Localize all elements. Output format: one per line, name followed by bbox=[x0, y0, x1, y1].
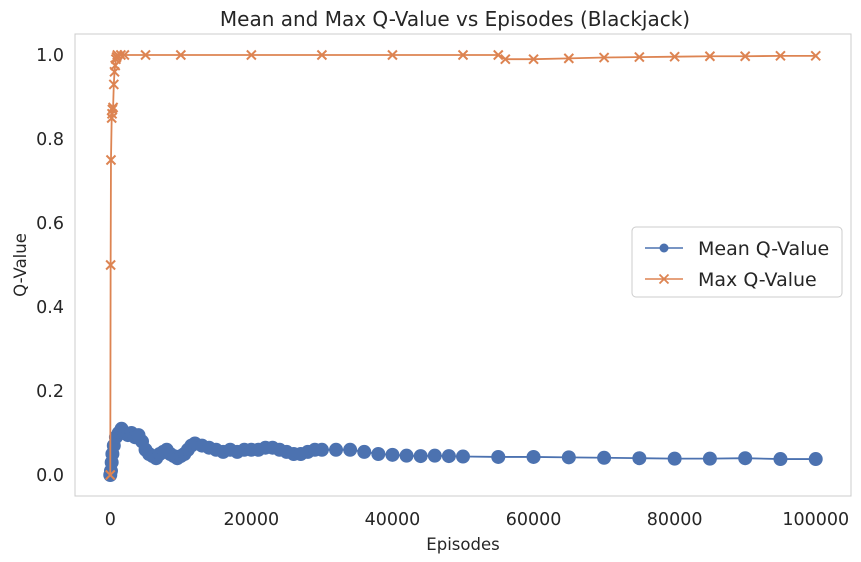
data-point bbox=[667, 451, 682, 466]
data-point bbox=[107, 102, 119, 113]
x-tick-label: 20000 bbox=[224, 510, 280, 530]
data-point bbox=[808, 452, 823, 467]
data-point bbox=[598, 52, 610, 63]
data-point bbox=[105, 259, 116, 271]
chart-title: Mean and Max Q-Value vs Episodes (Blackj… bbox=[220, 7, 690, 31]
data-point bbox=[775, 50, 786, 62]
x-axis-label: Episodes bbox=[426, 535, 499, 554]
data-point bbox=[175, 49, 187, 61]
data-point bbox=[493, 49, 504, 61]
legend-box bbox=[631, 226, 843, 298]
data-point bbox=[246, 49, 257, 61]
data-point bbox=[500, 53, 511, 65]
plot-area bbox=[74, 33, 852, 497]
legend-marker-mean bbox=[659, 243, 669, 253]
data-point bbox=[329, 442, 344, 457]
data-point bbox=[702, 451, 717, 466]
data-point bbox=[427, 448, 442, 463]
data-point bbox=[669, 51, 680, 62]
series-layer bbox=[103, 49, 823, 482]
data-point bbox=[314, 442, 329, 457]
y-tick-label: 0.4 bbox=[36, 298, 64, 318]
x-tick-label: 100000 bbox=[782, 510, 849, 530]
data-point bbox=[119, 49, 130, 61]
data-point bbox=[105, 154, 117, 166]
legend-marker-max bbox=[658, 273, 670, 285]
y-axis-label: Q-Value bbox=[11, 233, 30, 297]
data-point bbox=[491, 449, 506, 464]
y-tick-label: 0.6 bbox=[36, 214, 64, 234]
y-tick-label: 0.8 bbox=[36, 130, 64, 150]
y-tick-label: 0.0 bbox=[36, 466, 64, 486]
data-point bbox=[704, 51, 716, 62]
x-axis-ticks: 0 20000 40000 60000 80000 100000 bbox=[105, 510, 849, 530]
legend-label-mean: Mean Q-Value bbox=[698, 238, 829, 260]
data-point bbox=[399, 448, 414, 463]
data-point bbox=[387, 49, 398, 61]
data-point bbox=[316, 49, 328, 61]
data-point bbox=[634, 51, 645, 63]
data-point bbox=[105, 469, 116, 481]
data-point bbox=[597, 450, 612, 465]
data-point bbox=[343, 442, 358, 457]
data-point bbox=[108, 79, 120, 90]
data-point bbox=[739, 51, 751, 62]
y-axis-ticks: 0.0 0.2 0.4 0.6 0.8 1.0 bbox=[36, 46, 64, 486]
x-tick-label: 80000 bbox=[647, 510, 703, 530]
data-point bbox=[371, 447, 386, 461]
data-point bbox=[106, 112, 117, 124]
data-point bbox=[115, 49, 127, 61]
x-tick-label: 40000 bbox=[365, 510, 421, 530]
data-point bbox=[561, 450, 576, 465]
y-tick-label: 1.0 bbox=[36, 46, 64, 66]
x-tick-label: 60000 bbox=[506, 510, 562, 530]
data-point bbox=[563, 53, 575, 64]
legend: Mean Q-Value Max Q-Value bbox=[631, 226, 843, 298]
y-tick-label: 0.2 bbox=[36, 382, 64, 402]
data-point bbox=[738, 451, 753, 466]
x-tick-label: 0 bbox=[105, 510, 116, 530]
data-point bbox=[357, 444, 372, 459]
data-point bbox=[441, 449, 456, 464]
data-point bbox=[632, 451, 647, 466]
data-point bbox=[385, 447, 400, 462]
data-point bbox=[413, 449, 428, 464]
data-point bbox=[773, 452, 788, 467]
data-point bbox=[528, 53, 539, 65]
data-point bbox=[140, 49, 151, 61]
data-point bbox=[810, 50, 821, 62]
data-point bbox=[457, 49, 469, 61]
data-point bbox=[526, 449, 541, 464]
data-point bbox=[456, 449, 470, 464]
legend-label-max: Max Q-Value bbox=[698, 269, 817, 291]
